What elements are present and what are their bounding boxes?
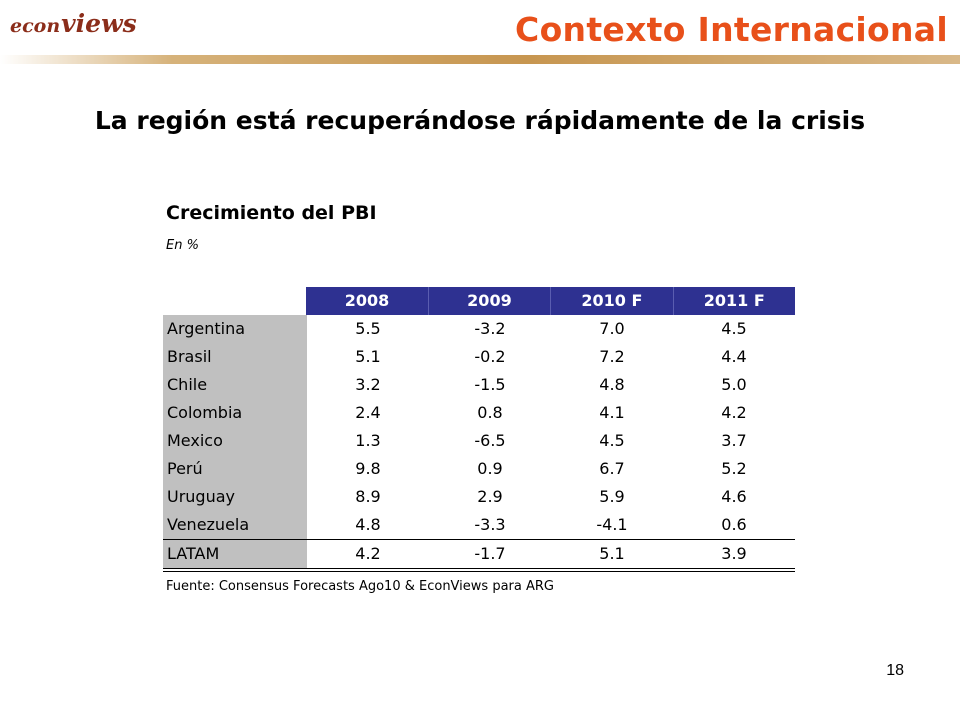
- value-cell: 4.1: [599, 403, 625, 422]
- value-cell: -3.2: [474, 319, 506, 338]
- logo-suffix: views: [61, 9, 137, 38]
- gdp-growth-table: 2008 2009 2010 F 2011 F Argentina 5.5 -3…: [163, 287, 795, 572]
- econviews-logo: econviews: [10, 9, 137, 38]
- column-header: 2009: [427, 287, 551, 315]
- table-unit: En %: [166, 238, 199, 253]
- value-cell: 4.4: [721, 347, 747, 366]
- country-name: Brasil: [163, 343, 307, 371]
- table-row: Mexico 1.3 -6.5 4.5 3.7: [163, 427, 795, 455]
- value-cell: 4.2: [355, 544, 381, 563]
- column-header: 2011 F: [672, 287, 795, 315]
- value-cell: 6.7: [599, 459, 625, 478]
- column-header: 2010 F: [550, 287, 673, 315]
- value-cell: 4.8: [599, 375, 625, 394]
- value-cell: 0.6: [721, 515, 747, 534]
- header-divider: [0, 55, 960, 64]
- country-name: Uruguay: [163, 483, 307, 511]
- country-name: Chile: [163, 371, 307, 399]
- table-row: Perú 9.8 0.9 6.7 5.2: [163, 455, 795, 483]
- table-row: Venezuela 4.8 -3.3 -4.1 0.6: [163, 511, 795, 539]
- value-cell: 5.1: [355, 347, 381, 366]
- country-name: Mexico: [163, 427, 307, 455]
- value-cell: 4.6: [721, 487, 747, 506]
- value-cell: 5.9: [599, 487, 625, 506]
- value-cell: 0.8: [477, 403, 503, 422]
- country-name: LATAM: [163, 540, 307, 568]
- table-row: Uruguay 8.9 2.9 5.9 4.6: [163, 483, 795, 511]
- value-cell: 7.0: [599, 319, 625, 338]
- value-cell: -6.5: [474, 431, 506, 450]
- value-cell: 5.1: [599, 544, 625, 563]
- value-cell: 1.3: [355, 431, 381, 450]
- value-cell: 0.9: [477, 459, 503, 478]
- table-row: Chile 3.2 -1.5 4.8 5.0: [163, 371, 795, 399]
- table-row: Colombia 2.4 0.8 4.1 4.2: [163, 399, 795, 427]
- value-cell: 5.0: [721, 375, 747, 394]
- value-cell: 8.9: [355, 487, 381, 506]
- value-cell: -0.2: [474, 347, 506, 366]
- value-cell: 7.2: [599, 347, 625, 366]
- value-cell: 2.4: [355, 403, 381, 422]
- value-cell: 9.8: [355, 459, 381, 478]
- country-name: Colombia: [163, 399, 307, 427]
- table-header-row: 2008 2009 2010 F 2011 F: [163, 287, 795, 315]
- table-row-total: LATAM 4.2 -1.7 5.1 3.9: [163, 539, 795, 572]
- country-name: Venezuela: [163, 511, 307, 539]
- table-row: Brasil 5.1 -0.2 7.2 4.4: [163, 343, 795, 371]
- slide-subtitle: La región está recuperándose rápidamente…: [94, 106, 866, 135]
- value-cell: -1.5: [474, 375, 506, 394]
- value-cell: 5.5: [355, 319, 381, 338]
- value-cell: 3.7: [721, 431, 747, 450]
- header-blank-cell: [163, 287, 307, 315]
- section-title: Contexto Internacional: [515, 10, 948, 49]
- page-number: 18: [886, 662, 904, 679]
- value-cell: 4.2: [721, 403, 747, 422]
- value-cell: -3.3: [474, 515, 506, 534]
- value-cell: 5.2: [721, 459, 747, 478]
- table-source: Fuente: Consensus Forecasts Ago10 & Econ…: [166, 579, 554, 594]
- logo-prefix: econ: [10, 15, 61, 37]
- value-cell: 2.9: [477, 487, 503, 506]
- country-name: Perú: [163, 455, 307, 483]
- value-cell: 4.5: [599, 431, 625, 450]
- value-cell: 3.2: [355, 375, 381, 394]
- table-row: Argentina 5.5 -3.2 7.0 4.5: [163, 315, 795, 343]
- country-name: Argentina: [163, 315, 307, 343]
- value-cell: -4.1: [596, 515, 628, 534]
- table-title: Crecimiento del PBI: [166, 202, 377, 224]
- value-cell: 3.9: [721, 544, 747, 563]
- value-cell: -1.7: [474, 544, 506, 563]
- value-cell: 4.5: [721, 319, 747, 338]
- value-cell: 4.8: [355, 515, 381, 534]
- column-header: 2008: [306, 287, 428, 315]
